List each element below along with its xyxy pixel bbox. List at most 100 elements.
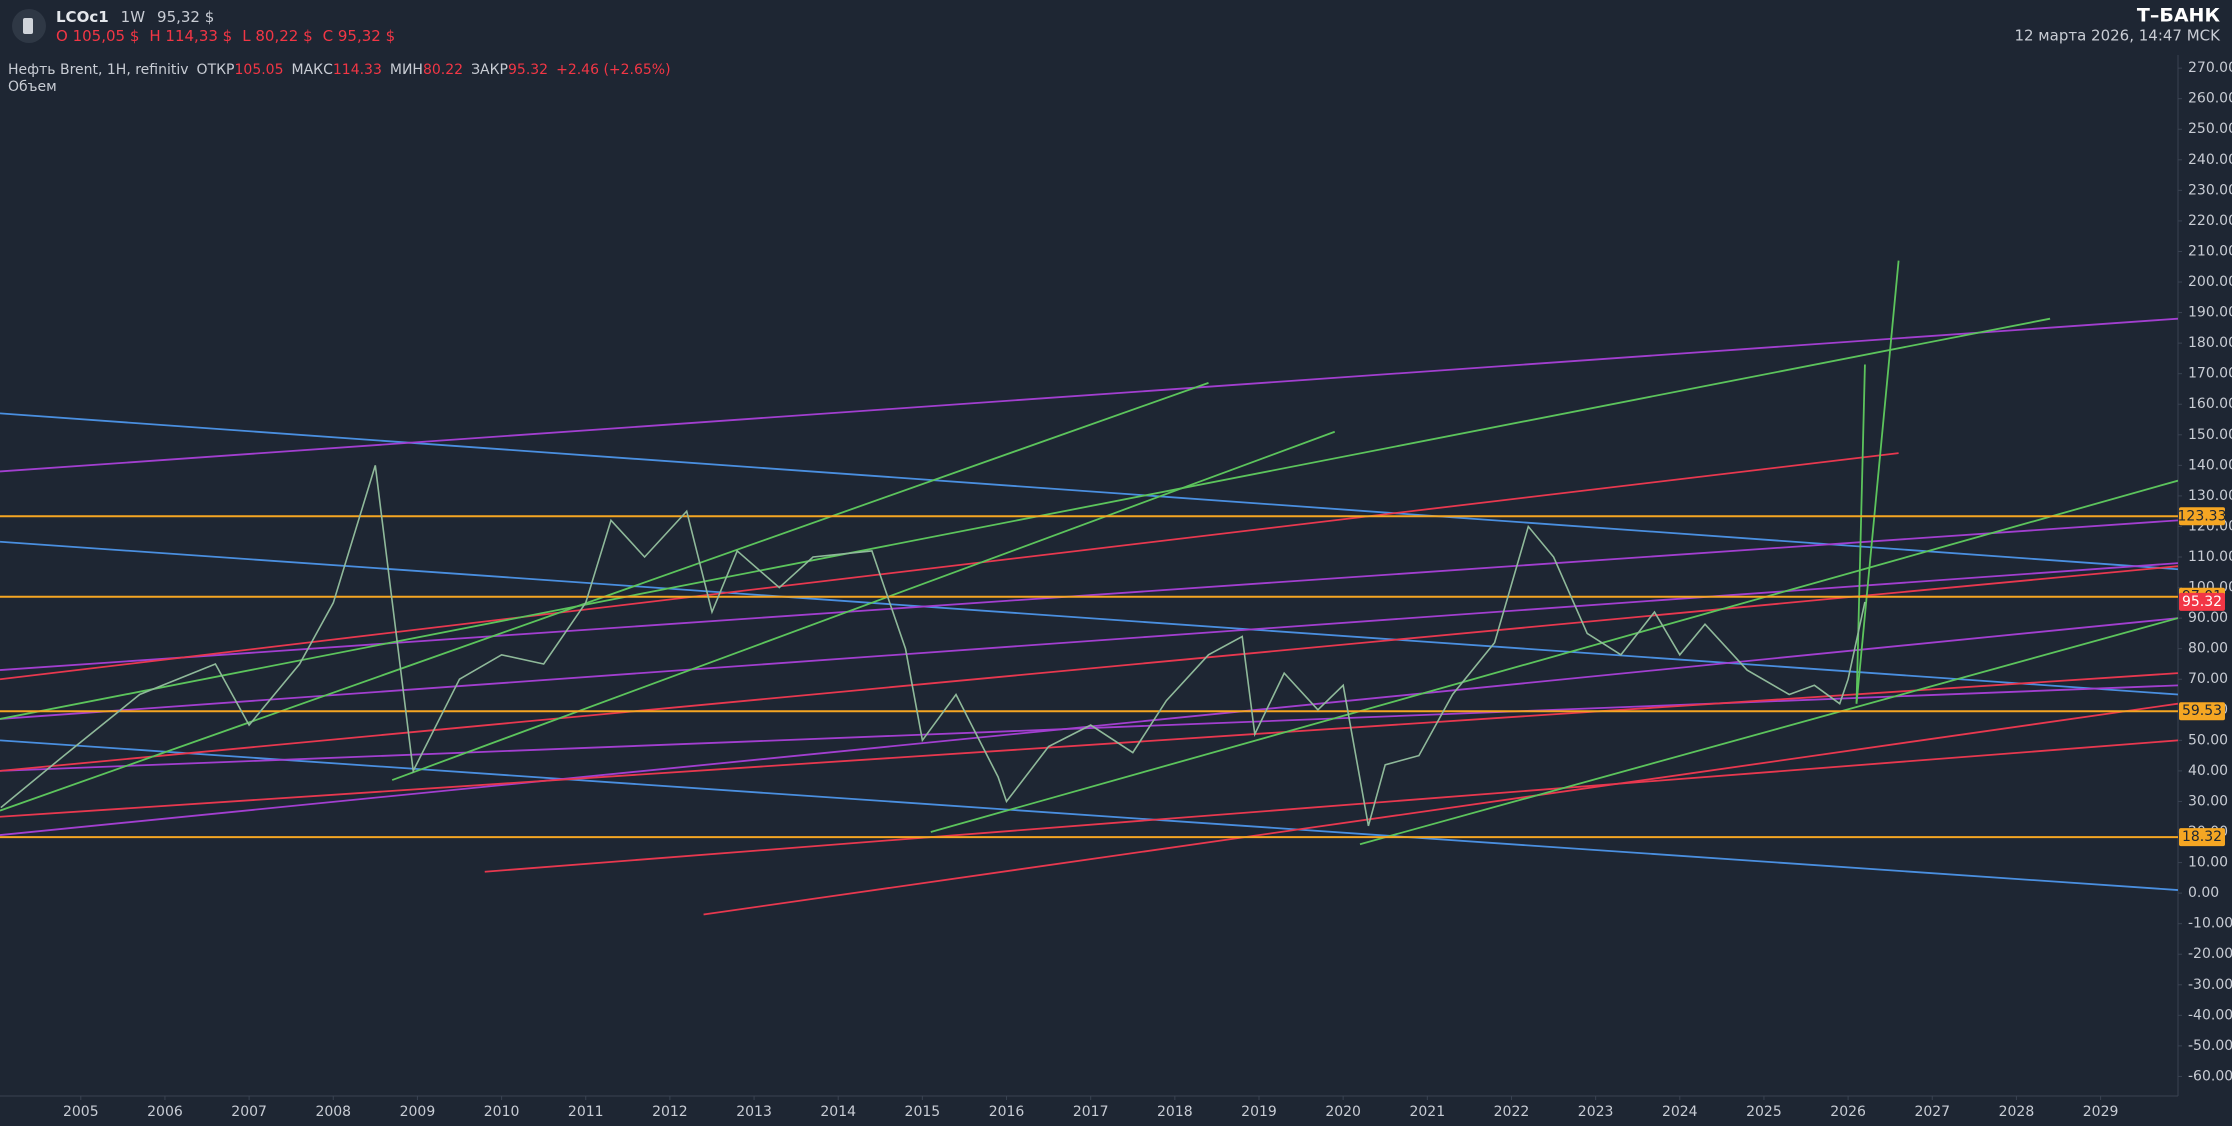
legend: Нефть Brent, 1H, refinitiv ОТКР105.05 МАКС… (8, 62, 671, 78)
y-tick-label: 10.00 (2188, 855, 2228, 871)
trend-line (0, 519, 2178, 671)
x-tick-label: 2010 (484, 1104, 520, 1120)
y-tick-label: 170.00 (2188, 366, 2232, 382)
trend-line (0, 562, 2178, 720)
trend-line (1855, 260, 1900, 704)
x-tick-label: 2014 (820, 1104, 856, 1120)
x-tick-label: 2028 (1999, 1104, 2035, 1120)
x-tick-label: 2021 (1409, 1104, 1445, 1120)
y-tick-label: 230.00 (2188, 182, 2232, 198)
y-tick-label: 30.00 (2188, 793, 2228, 809)
y-tick-label: 180.00 (2188, 335, 2232, 351)
level-label: 123.33 (2178, 508, 2227, 524)
brand: T–БАНК (2137, 5, 2221, 27)
interval: 1W (121, 8, 146, 26)
y-tick-label: 130.00 (2188, 488, 2232, 504)
y-tick-label: 270.00 (2188, 60, 2232, 76)
x-tick-label: 2006 (147, 1104, 183, 1120)
y-tick-label: 220.00 (2188, 213, 2232, 229)
y-tick-label: 190.00 (2188, 305, 2232, 321)
legend-low: 80.22 (423, 62, 463, 78)
y-tick-label: 160.00 (2188, 396, 2232, 412)
logo-icon (23, 18, 33, 34)
trend-line (0, 739, 2178, 891)
trend-line (0, 672, 2178, 818)
y-tick-label: 260.00 (2188, 91, 2232, 107)
legend-high-label: МАКС (292, 62, 334, 78)
level-label-bg (2179, 828, 2225, 847)
level-label: 18.32 (2182, 829, 2222, 845)
legend-high: 114.33 (333, 62, 382, 78)
x-tick-label: 2018 (1157, 1104, 1193, 1120)
trend-line (930, 479, 2178, 833)
y-tick-label: 150.00 (2188, 427, 2232, 443)
x-tick-label: 2026 (1830, 1104, 1866, 1120)
trend-line (484, 739, 2178, 873)
y-tick-label: 250.00 (2188, 121, 2232, 137)
y-tick-label: -30.00 (2188, 977, 2232, 993)
volume-label: Объем (8, 79, 57, 95)
x-tick-label: 2027 (1914, 1104, 1950, 1120)
ohlc: O 105,05 $ H 114,33 $ L 80,22 $ C 95,32 $ (56, 27, 395, 45)
low: L 80,22 $ (242, 27, 312, 45)
trend-line (0, 684, 2178, 772)
x-tick-label: 2011 (568, 1104, 604, 1120)
y-tick-label: 140.00 (2188, 457, 2232, 473)
y-tick-label: -50.00 (2188, 1038, 2232, 1054)
trend-line (0, 452, 1899, 681)
level-label: 59.53 (2182, 703, 2222, 719)
high: H 114,33 $ (149, 27, 232, 45)
x-tick-label: 2024 (1662, 1104, 1698, 1120)
x-tick-label: 2025 (1746, 1104, 1782, 1120)
last-price-label: 95.32 (2182, 594, 2222, 610)
price-line (0, 465, 1866, 827)
x-tick-label: 2005 (63, 1104, 99, 1120)
y-tick-label: 110.00 (2188, 549, 2232, 565)
symbol: LCOc1 (56, 8, 109, 26)
y-tick-label: -10.00 (2188, 916, 2232, 932)
y-tick-label: 70.00 (2188, 671, 2228, 687)
trend-line (0, 412, 2178, 571)
y-tick-label: 40.00 (2188, 763, 2228, 779)
x-tick-label: 2009 (400, 1104, 436, 1120)
y-tick-label: 200.00 (2188, 274, 2232, 290)
x-tick-label: 2023 (1578, 1104, 1614, 1120)
trend-line (0, 565, 2178, 772)
y-tick-label: 90.00 (2188, 610, 2228, 626)
symbol-line: LCOc1 1W 95,32 $ (56, 8, 214, 26)
x-tick-label: 2020 (1325, 1104, 1361, 1120)
trend-line (0, 317, 2178, 473)
y-tick-label: 210.00 (2188, 243, 2232, 259)
x-tick-label: 2007 (231, 1104, 267, 1120)
legend-low-label: МИН (390, 62, 423, 78)
y-tick-label: -40.00 (2188, 1007, 2232, 1023)
legend-change: +2.46 (+2.65%) (556, 62, 670, 78)
legend-open-label: ОТКР (197, 62, 235, 78)
last-price-label-bg (2179, 592, 2225, 611)
open: O 105,05 $ (56, 27, 139, 45)
level-label-bg (2179, 702, 2225, 721)
trend-line (0, 317, 2051, 720)
x-tick-label: 2029 (2083, 1104, 2119, 1120)
close: C 95,32 $ (323, 27, 396, 45)
y-tick-label: 80.00 (2188, 641, 2228, 657)
legend-name: Нефть Brent, 1H, refinitiv (8, 62, 189, 78)
x-tick-label: 2013 (736, 1104, 772, 1120)
price: 95,32 $ (157, 8, 214, 26)
level-label-bg (2179, 507, 2225, 526)
x-tick-label: 2012 (652, 1104, 688, 1120)
y-tick-label: 0.00 (2188, 885, 2219, 901)
trend-line (1359, 617, 2178, 846)
x-tick-label: 2017 (1073, 1104, 1109, 1120)
trend-line (0, 540, 2178, 696)
x-tick-label: 2008 (315, 1104, 351, 1120)
trend-line (1855, 364, 1866, 704)
plot-area (0, 260, 2178, 916)
legend-close-label: ЗАКР (471, 62, 508, 78)
datetime: 12 марта 2026, 14:47 MCK (2014, 27, 2221, 45)
x-tick-label: 2015 (905, 1104, 941, 1120)
y-tick-label: -60.00 (2188, 1068, 2232, 1084)
y-tick-label: 50.00 (2188, 732, 2228, 748)
